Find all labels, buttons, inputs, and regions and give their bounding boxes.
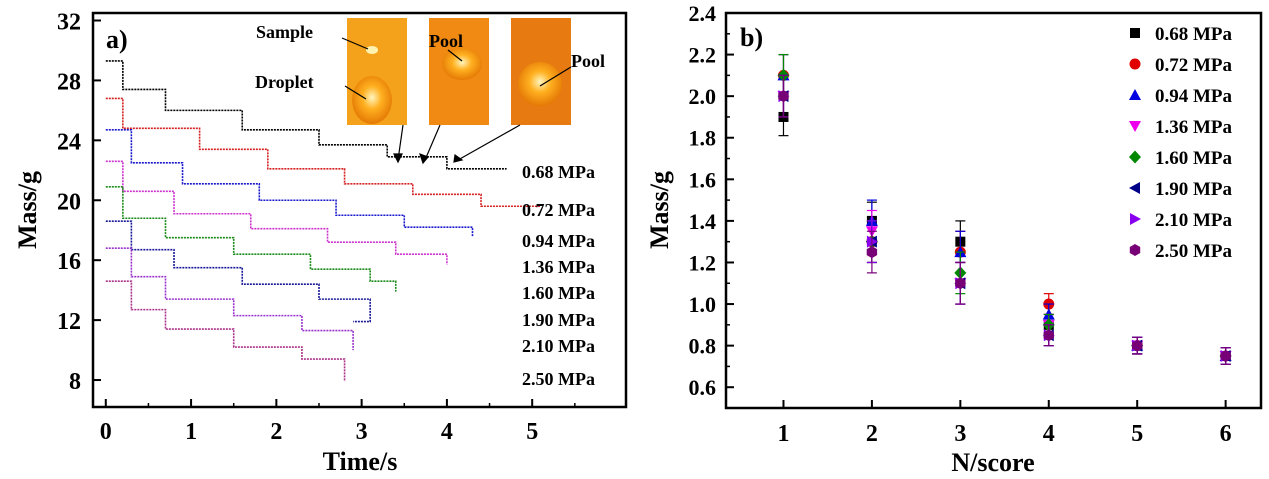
b-legend-label: 0.94 MPa [1155,86,1233,107]
a-xtick-label: 2 [270,419,282,445]
a-xtick-label: 5 [526,419,538,445]
panel-b-label: b) [740,23,763,52]
line-label-4: 1.60 MPa [522,283,595,303]
b-ytick-label: 1.8 [689,126,717,151]
panel-b-legend: 0.68 MPa 0.72 MPa 0.94 MPa 1.36 MPa 1.60 MPa… [1129,24,1233,262]
b-point-marker [1129,89,1141,100]
panel-a-xlabel: Time/s [323,447,398,476]
b-xtick-label: 6 [1220,421,1232,447]
panel-a-ylabel: Mass/g [13,171,42,249]
inset-photos [347,18,571,125]
b-ytick-label: 2.4 [689,1,717,26]
b-legend-label: 1.36 MPa [1155,117,1233,138]
b-point-marker [778,90,789,103]
b-point-marker [1043,329,1054,342]
a-ytick-label: 20 [57,189,81,215]
line-label-5: 1.90 MPa [522,310,595,330]
b-legend-label: 0.68 MPa [1155,24,1233,45]
b-xtick-label: 4 [1043,421,1055,447]
a-ytick-label: 32 [57,9,81,35]
b-ytick-label: 0.8 [689,334,717,359]
line-label-1: 0.72 MPa [522,200,595,220]
a-xtick-label: 4 [441,419,453,445]
b-xtick-label: 3 [954,421,966,447]
b-xtick-label: 1 [777,421,789,447]
b-point-marker [1132,339,1143,352]
b-legend-label: 1.90 MPa [1155,179,1233,200]
a-series-line [105,97,541,208]
b-legend-label: 1.60 MPa [1155,148,1233,169]
a-series-line [105,160,448,265]
flame-glow-pool-2 [518,62,562,106]
b-ytick-label: 0.6 [689,375,717,400]
a-ytick-label: 12 [57,309,81,335]
b-point-marker [1130,213,1141,225]
b-ytick-label: 1.2 [689,250,717,275]
b-ytick-label: 1.4 [689,209,717,234]
b-ytick-label: 2.0 [689,84,717,109]
line-label-0: 0.68 MPa [522,162,595,182]
b-point-marker [1130,28,1140,38]
panel-b: 1 2 3 4 5 6 0.6 0.8 1.0 1.2 1.4 1.6 1.8 2.0 2.2 2.4 0.6… [645,1,1263,477]
a-ytick-label: 24 [57,129,81,155]
annotation-pool-2: Pool [571,51,605,71]
panel-a-series [105,60,541,382]
b-point-marker [1129,121,1141,132]
flame-glow-sample [352,76,392,124]
b-legend-label: 0.72 MPa [1155,55,1233,76]
annotation-sample: Sample [256,22,313,42]
a-series-line [105,60,507,170]
b-point-marker [1129,244,1141,256]
line-label-7: 2.50 MPa [522,369,595,389]
a-series-line [105,185,397,292]
line-label-6: 2.10 MPa [522,336,595,356]
a-xtick-label: 3 [356,419,368,445]
a-ytick-label: 8 [69,369,81,395]
annotation-pool-1: Pool [429,31,463,51]
a-ytick-label: 16 [57,249,81,275]
annotation-arrows [341,37,572,165]
a-xtick-label: 1 [185,419,197,445]
b-legend-label: 2.10 MPa [1155,210,1233,231]
b-point-marker [1129,58,1141,70]
panel-b-ylabel: Mass/g [645,171,674,249]
panel-a-label: a) [106,25,128,54]
flame-glow-pool-1 [442,48,482,80]
a-series-line [105,247,354,351]
a-xtick-label: 0 [100,419,112,445]
b-legend-label: 2.50 MPa [1155,241,1233,262]
b-ytick-label: 1.6 [689,167,717,192]
line-label-2: 0.94 MPa [522,231,595,251]
sample-dot [366,46,378,54]
panel-b-series [777,53,1232,365]
a-ytick-label: 28 [57,69,81,95]
panel-b-frame [724,11,1263,410]
b-xtick-label: 5 [1131,421,1143,447]
line-label-3: 1.36 MPa [522,257,595,277]
a-series-line [105,220,371,323]
b-point-marker [955,277,966,290]
b-point-marker [1220,350,1231,363]
b-ytick-label: 2.2 [689,43,717,68]
a-series-line [105,280,346,382]
b-xtick-label: 2 [866,421,878,447]
panel-a-frame [91,11,628,409]
panel-b-ticks: 1 2 3 4 5 6 0.6 0.8 1.0 1.2 1.4 1.6 1.8 2.0 2.2 2.4 [689,1,1232,447]
b-point-marker [866,246,878,259]
a-series-line [105,129,474,237]
b-point-marker [1129,150,1141,164]
b-ytick-label: 1.0 [689,292,717,317]
panel-b-xlabel: N/score [951,448,1034,477]
annotation-droplet: Droplet [255,72,314,92]
b-point-marker [1129,182,1140,194]
